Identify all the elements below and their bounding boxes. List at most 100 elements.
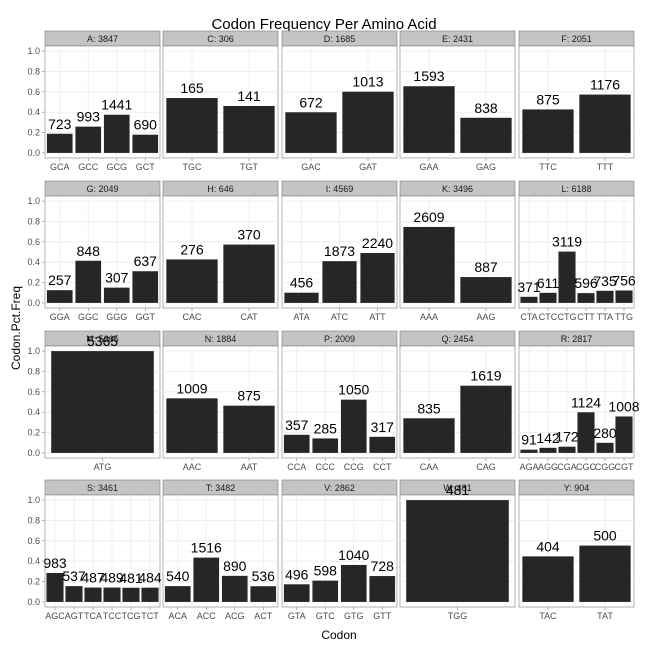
- bar: [283, 584, 310, 602]
- x-tick-label: TCG: [122, 611, 141, 621]
- bar-count-label: 1008: [608, 398, 639, 414]
- x-tick-label: CAC: [182, 312, 202, 322]
- x-tick-label: TTT: [597, 162, 614, 172]
- bar: [223, 405, 275, 453]
- x-tick-label: AAT: [241, 462, 258, 472]
- bar-count-label: 142: [536, 430, 560, 446]
- bar: [340, 399, 367, 453]
- bar-count-label: 838: [474, 100, 498, 116]
- bar-count-label: 165: [180, 80, 204, 96]
- y-tick-label: 0.2: [27, 128, 40, 138]
- x-tick-label: ATG: [94, 462, 112, 472]
- bar: [122, 587, 140, 602]
- x-tick-label: AAC: [183, 462, 202, 472]
- bar: [166, 98, 218, 153]
- bar: [283, 434, 310, 453]
- bar: [460, 385, 512, 453]
- x-tick-label: TAT: [597, 611, 613, 621]
- x-tick-label: CCG: [344, 462, 364, 472]
- bar-count-label: 481: [119, 570, 143, 586]
- facet-strip-label: P: 2009: [324, 334, 355, 344]
- bar-count-label: 172: [555, 429, 579, 445]
- bar-count-label: 1873: [324, 243, 355, 259]
- y-tick-label: 1.0: [27, 196, 40, 206]
- bar: [322, 261, 357, 303]
- facet-strip-label: S: 3461: [87, 483, 118, 493]
- x-tick-label: CTG: [558, 312, 577, 322]
- bar: [75, 126, 102, 153]
- bar: [166, 398, 218, 453]
- bar: [221, 575, 248, 602]
- facets-layer: A: 3847 723 GCA 993 GCC 1441 GCG 690 GCT 0.0 0.2 0.…: [27, 30, 640, 621]
- x-tick-label: GAG: [476, 162, 496, 172]
- bar-count-label: 835: [417, 400, 441, 416]
- y-tick-label: 1.0: [27, 495, 40, 505]
- bar: [520, 296, 538, 303]
- y-tick-label: 0.4: [27, 407, 40, 417]
- bar-count-label: 536: [252, 568, 276, 584]
- bar-count-label: 1593: [413, 68, 444, 84]
- facet-panel: H: 646 276 CAC 370 CAT: [162, 180, 279, 322]
- x-tick-label: TGC: [183, 162, 202, 172]
- bar: [558, 251, 576, 303]
- bar-count-label: 1013: [352, 74, 383, 90]
- bar: [369, 576, 396, 602]
- bar: [522, 556, 574, 602]
- y-tick-label: 0.8: [27, 216, 40, 226]
- facet-strip-label: E: 2431: [442, 34, 473, 44]
- bar-count-label: 1516: [191, 540, 222, 556]
- bar: [223, 105, 275, 153]
- bar: [46, 290, 73, 303]
- bar: [284, 292, 319, 303]
- bar: [166, 259, 218, 303]
- bar: [579, 545, 631, 602]
- bar-count-label: 983: [43, 555, 67, 571]
- bar-count-label: 1441: [101, 97, 132, 113]
- x-tick-label: GGA: [50, 312, 70, 322]
- bar-count-label: 500: [593, 528, 617, 544]
- y-tick-label: 0.6: [27, 387, 40, 397]
- bar-count-label: 875: [536, 91, 560, 107]
- x-tick-label: CGG: [595, 462, 616, 472]
- y-tick-label: 0.4: [27, 107, 40, 117]
- bar-count-label: 1176: [590, 77, 620, 93]
- facet-panel: V: 2862 496 GTA 598 GTC 1040 GTG 728 GTT: [281, 479, 398, 621]
- x-tick-label: CTT: [577, 312, 595, 322]
- bar: [84, 587, 102, 602]
- facet-panel: Y: 904 404 TAC 500 TAT: [518, 479, 635, 621]
- bar-count-label: 875: [237, 388, 261, 404]
- facet-strip-label: C: 306: [207, 34, 234, 44]
- bar: [103, 287, 130, 303]
- bar-count-label: 611: [537, 275, 560, 291]
- facet-strip-label: R: 2817: [561, 334, 593, 344]
- facet-strip-label: M: 5365: [86, 334, 119, 344]
- facet-strip-label: W: 481: [443, 483, 471, 493]
- bar-count-label: 285: [314, 420, 338, 436]
- bar-count-label: 280: [593, 425, 617, 441]
- x-tick-label: GCC: [78, 162, 99, 172]
- bar-count-label: 484: [138, 570, 162, 586]
- bar-count-label: 1124: [571, 394, 601, 410]
- x-tick-label: GGT: [136, 312, 156, 322]
- bar-count-label: 690: [134, 117, 158, 133]
- x-tick-label: TTA: [597, 312, 613, 322]
- x-tick-label: CAT: [240, 312, 258, 322]
- x-tick-label: AAG: [476, 312, 495, 322]
- bar: [539, 292, 557, 303]
- bar-count-label: 489: [100, 570, 124, 586]
- x-tick-label: GAC: [301, 162, 321, 172]
- bar: [340, 564, 367, 602]
- facet-strip-label: Q: 2454: [441, 334, 473, 344]
- x-tick-label: GAT: [359, 162, 377, 172]
- bar: [615, 416, 633, 453]
- x-tick-label: GCG: [106, 162, 127, 172]
- bar: [460, 277, 512, 303]
- bar-count-label: 307: [105, 270, 129, 286]
- x-tick-label: CAG: [476, 462, 496, 472]
- bar: [596, 290, 614, 303]
- facet-panel: F: 2051 875 TTC 1176 TTT: [518, 30, 635, 172]
- bar-count-label: 481: [446, 482, 470, 498]
- bar: [403, 86, 455, 153]
- x-tick-label: ACA: [168, 611, 187, 621]
- facet-panel: R: 2817 91 AGA 142 AGG 172 CGA 1124 CGC 280 CGG 100…: [518, 330, 640, 472]
